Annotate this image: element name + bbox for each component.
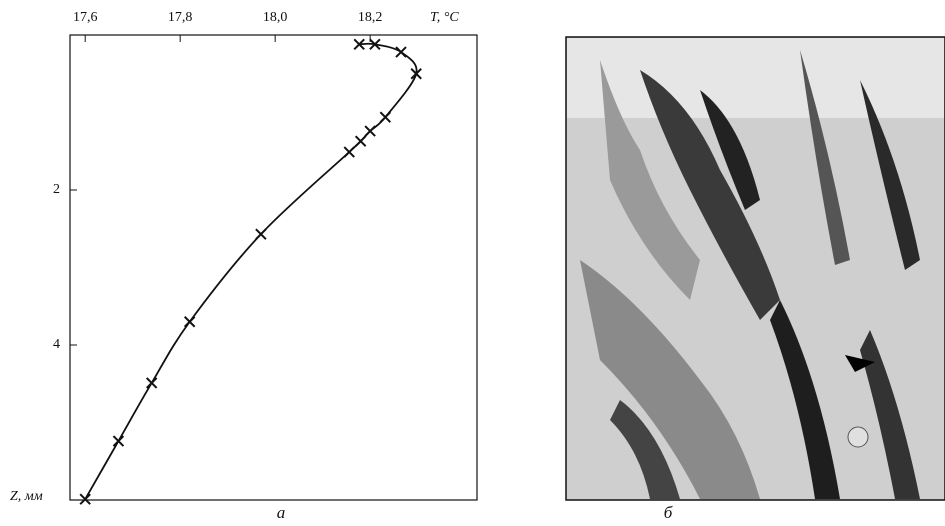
marker <box>354 135 367 147</box>
marker <box>79 493 91 505</box>
y-axis-label: Z, мм <box>10 489 43 504</box>
x-tick-label: 18,2 <box>358 10 383 25</box>
marker <box>255 228 267 240</box>
panel-label: б <box>664 503 673 522</box>
marker <box>369 38 381 51</box>
x-axis-label: T, °C <box>430 10 459 25</box>
marker <box>364 125 376 137</box>
x-tick-label: 17,6 <box>73 10 98 25</box>
y-tick-label: 2 <box>53 182 60 197</box>
curve <box>84 42 418 500</box>
marker <box>112 435 125 447</box>
y-tick-label: 4 <box>53 337 60 352</box>
marker <box>353 38 365 51</box>
plot-frame <box>69 34 478 501</box>
marker <box>343 146 355 158</box>
photo <box>565 36 945 501</box>
marker <box>379 111 392 123</box>
marker <box>410 68 422 80</box>
marker <box>183 316 196 328</box>
marker <box>395 46 407 58</box>
panel-label: а <box>277 503 286 522</box>
x-tick-label: 17,8 <box>168 10 193 25</box>
marker <box>145 377 158 389</box>
x-tick-label: 18,0 <box>263 10 288 25</box>
